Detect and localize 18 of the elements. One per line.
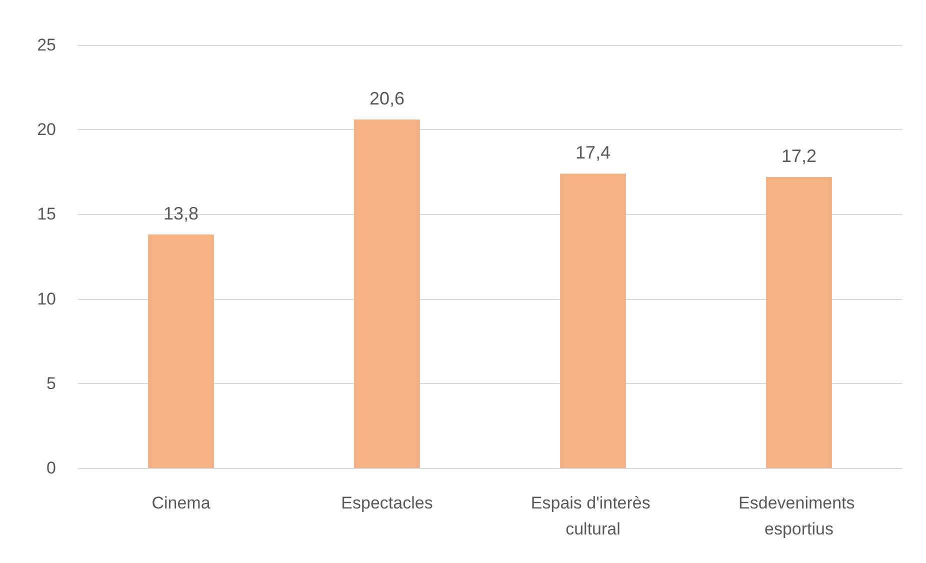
y-tick-label: 25 bbox=[37, 36, 56, 54]
x-tick-label: Cinema bbox=[152, 494, 211, 512]
x-tick-label: Espais d'interès cultural bbox=[530, 494, 656, 538]
bar bbox=[560, 174, 626, 468]
y-tick-label: 15 bbox=[37, 204, 56, 224]
data-label: 13,8 bbox=[163, 204, 199, 224]
data-label: 20,6 bbox=[369, 88, 405, 108]
x-tick-label: Espectacles bbox=[341, 494, 433, 512]
y-tick-label: 5 bbox=[46, 374, 56, 393]
bar bbox=[766, 176, 832, 468]
y-tick-label: 0 bbox=[46, 458, 56, 478]
bar bbox=[148, 234, 214, 468]
data-label: 17,4 bbox=[575, 142, 611, 163]
y-tick-label: 20 bbox=[37, 120, 56, 140]
x-tick-label: Esdeveniments esportius bbox=[738, 494, 860, 538]
bar bbox=[354, 119, 420, 468]
data-label: 17,2 bbox=[781, 146, 817, 166]
y-tick-label: 10 bbox=[37, 289, 56, 308]
